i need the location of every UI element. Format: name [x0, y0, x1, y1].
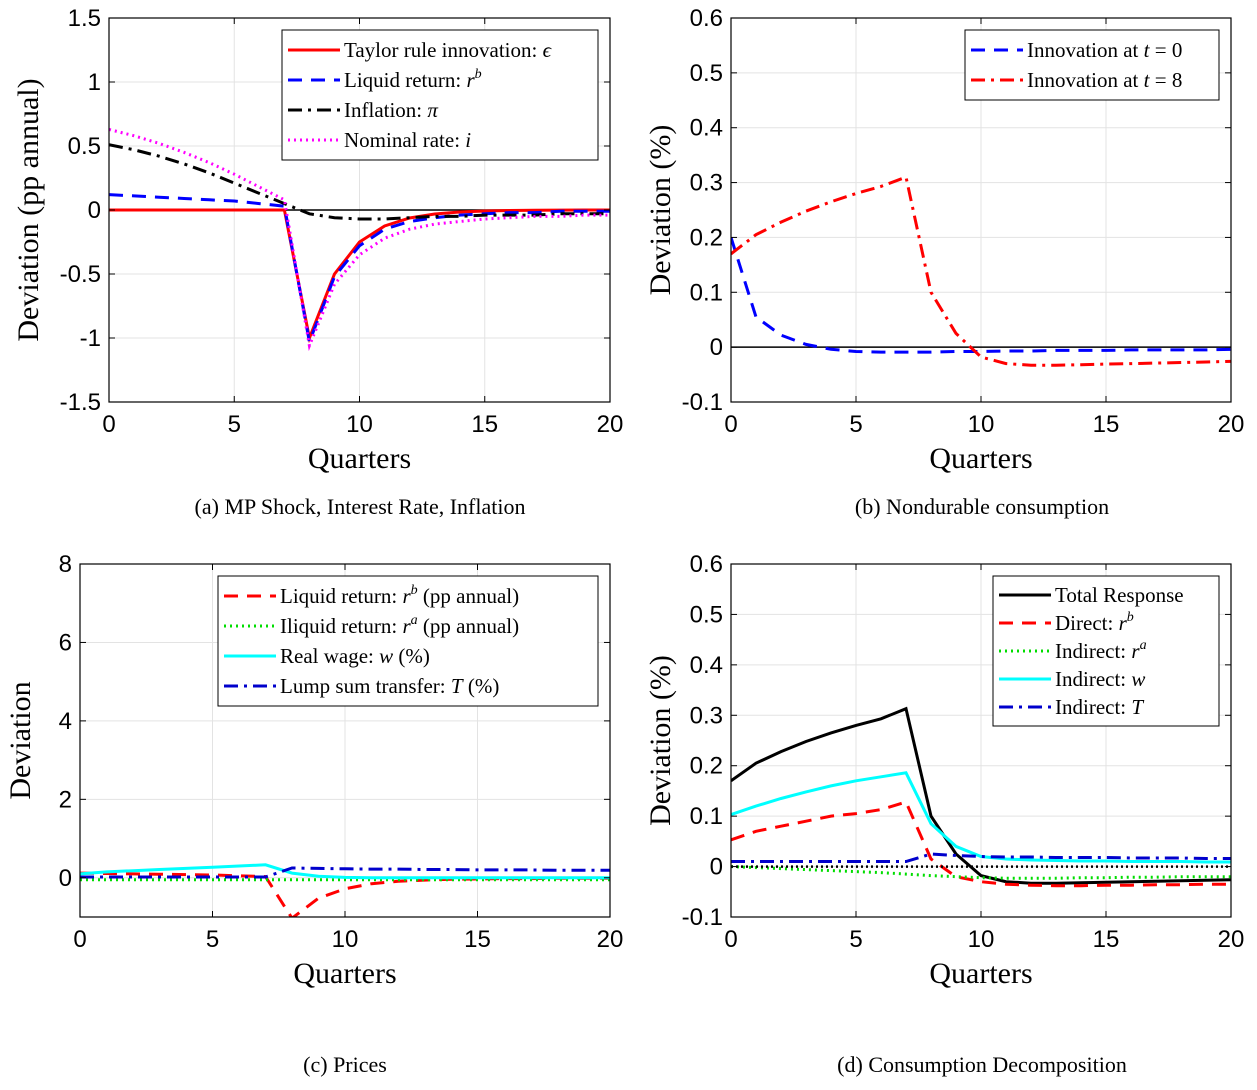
series-line-d-0 [731, 706, 1231, 885]
x-tick-label: 20 [1218, 411, 1245, 438]
legend-entry: Taylor rule innovation: ϵ [344, 38, 553, 62]
x-tick-label: 0 [102, 411, 115, 438]
legend-entry: Liquid return: rb [344, 67, 482, 92]
legend-box [964, 29, 1220, 101]
panel-c-prices: 0 5 10 15 20 0 2 4 6 8 Quarters Deviation Liquid ret… [4, 551, 623, 1077]
legend-entry: Nominal rate: i [344, 128, 471, 152]
x-axis-label: Quarters [308, 442, 411, 475]
series-line-d-1 [731, 800, 1231, 888]
x-tick-label: 20 [1218, 926, 1245, 953]
series-line-d-3 [731, 771, 1231, 864]
panel-caption: (b) Nondurable consumption [855, 494, 1109, 519]
series-line-d-4 [731, 852, 1231, 863]
x-tick-label: 15 [1093, 926, 1120, 953]
y-tick-label: 0.2 [690, 753, 723, 780]
y-axis-label: Deviation (%) [644, 125, 677, 296]
legend-entry: Innovation at t = 8 [1027, 68, 1182, 92]
y-tick-label: 0.3 [690, 170, 723, 197]
x-axis-label: Quarters [929, 442, 1032, 475]
panel-b-nondurable-consumption: 0 5 10 15 20-0.100.10.20.30.40.50.6QuartersD… [644, 5, 1244, 519]
x-tick-label: 0 [724, 411, 737, 438]
x-tick-label: 5 [228, 411, 241, 438]
series-line-a-1 [109, 193, 610, 348]
series-line-a-0 [109, 208, 610, 344]
y-tick-label: 0.1 [690, 279, 723, 306]
x-axis-label: Quarters [929, 957, 1032, 990]
y-tick-label: -1 [80, 325, 101, 352]
y-tick-label: 0 [59, 865, 72, 892]
y-tick-label: 0.4 [690, 652, 723, 679]
legend-entry: Direct: rb [1055, 610, 1134, 635]
y-tick-label: 8 [59, 551, 72, 578]
y-tick-label: 0 [88, 197, 101, 224]
panel-caption: (d) Consumption Decomposition [837, 1052, 1127, 1077]
x-tick-label: 5 [849, 926, 862, 953]
x-tick-label: 10 [968, 411, 995, 438]
y-axis-label: Deviation [4, 681, 37, 799]
y-tick-label: -0.5 [60, 261, 101, 288]
y-tick-label: 0.6 [690, 5, 723, 32]
y-tick-label: 0.4 [690, 115, 723, 142]
legend-entry: Lump sum transfer: T (%) [280, 674, 499, 698]
legend-entry: Iliquid return: ra (pp annual) [280, 613, 519, 638]
y-tick-label: 0.1 [690, 803, 723, 830]
x-tick-label: 15 [1093, 411, 1120, 438]
series-line-a-2 [109, 143, 610, 221]
series-line-c-2 [80, 863, 610, 880]
y-tick-label: 6 [59, 629, 72, 656]
x-tick-label: 10 [332, 926, 359, 953]
legend-box [281, 29, 599, 161]
y-tick-label: 0 [710, 854, 723, 881]
panel-caption: (c) Prices [303, 1052, 387, 1077]
y-tick-label: 0.5 [690, 60, 723, 87]
y-axis-label: Deviation (%) [644, 655, 677, 826]
x-tick-label: 10 [968, 926, 995, 953]
legend-entry: Inflation: π [344, 98, 438, 122]
legend-entry: Real wage: w (%) [280, 644, 430, 668]
y-tick-label: 0.5 [68, 133, 101, 160]
y-tick-label: 0.5 [690, 601, 723, 628]
series-line-b-0 [731, 236, 1231, 354]
y-tick-label: 1.5 [68, 5, 101, 32]
y-tick-label: 0.2 [690, 224, 723, 251]
y-tick-label: 0 [710, 334, 723, 361]
x-tick-label: 0 [724, 926, 737, 953]
y-tick-label: 2 [59, 786, 72, 813]
y-tick-label: 0.3 [690, 702, 723, 729]
y-tick-label: 0.6 [690, 551, 723, 578]
series-line-c-3 [80, 866, 610, 879]
legend-entry: Innovation at t = 0 [1027, 38, 1182, 62]
x-tick-label: 20 [597, 926, 624, 953]
legend-entry: Indirect: w [1055, 667, 1145, 691]
y-tick-label: 1 [88, 69, 101, 96]
legend-box [217, 575, 599, 707]
panel-a-mp-shock: 0 5 10 15 20 -1.5 -1 -0.5 0 0.5 1 1.5 Quarters Deviat… [12, 5, 623, 519]
x-tick-label: 0 [73, 926, 86, 953]
x-tick-label: 15 [471, 411, 498, 438]
x-tick-label: 5 [849, 411, 862, 438]
legend-entry: Indirect: ra [1055, 638, 1147, 663]
legend-entry: Indirect: T [1055, 695, 1144, 719]
x-tick-label: 20 [597, 411, 624, 438]
legend-entry: Total Response [1055, 583, 1184, 607]
legend-entry: Liquid return: rb (pp annual) [280, 583, 519, 608]
y-tick-label: 4 [59, 708, 72, 735]
x-axis-label: Quarters [293, 957, 396, 990]
y-axis-label: Deviation (pp annual) [12, 78, 45, 341]
panel-d-consumption-decomposition: 0 5 10 15 20-0.100.10.20.30.40.50.6QuartersD… [644, 551, 1244, 1077]
x-tick-label: 5 [206, 926, 219, 953]
y-tick-label: -0.1 [682, 389, 723, 416]
panel-caption: (a) MP Shock, Interest Rate, Inflation [195, 494, 526, 519]
y-tick-label: -0.1 [682, 904, 723, 931]
series-line-b-1 [731, 175, 1231, 367]
x-tick-label: 15 [464, 926, 491, 953]
y-tick-label: -1.5 [60, 389, 101, 416]
x-tick-label: 10 [346, 411, 373, 438]
